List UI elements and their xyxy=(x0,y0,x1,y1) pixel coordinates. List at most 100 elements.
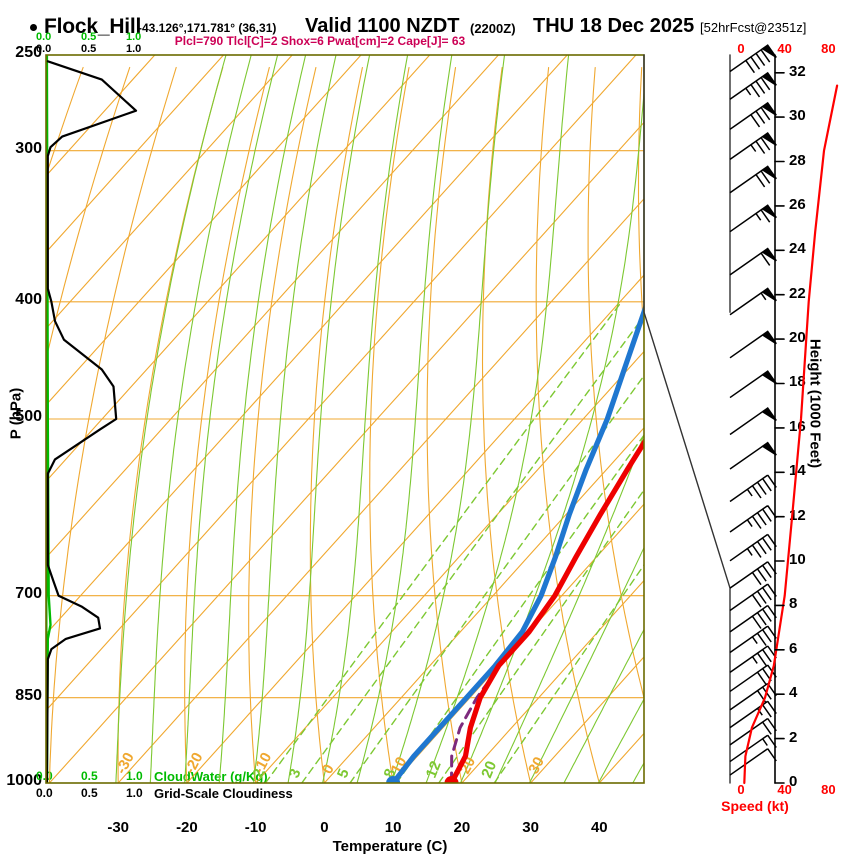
height-tick-30: 30 xyxy=(789,107,806,125)
isotherm xyxy=(46,55,568,635)
isotherm xyxy=(46,55,637,712)
temperature-tick-20: 20 xyxy=(453,819,471,836)
moist-adiabat xyxy=(597,698,644,783)
moist-adiabat xyxy=(563,628,644,783)
moist-adiabat xyxy=(528,546,644,783)
dry-adiabat xyxy=(828,68,850,784)
cloudiness-curve xyxy=(46,60,138,783)
temperature-tick-m30: -30 xyxy=(107,819,130,836)
height-tick-18: 18 xyxy=(789,373,806,391)
mixing-ratio-line xyxy=(301,314,644,783)
pressure-tick-850: 850 xyxy=(15,686,42,704)
cloudiness-tick-bottom-2: 1.0 xyxy=(126,786,143,800)
cloudiness-tick-top-0: 0.0 xyxy=(36,43,52,55)
speed-tick-top-40: 40 xyxy=(777,41,792,56)
wind-barb xyxy=(729,204,777,233)
dry-adiabat xyxy=(369,66,410,783)
height-tick-0: 0 xyxy=(789,773,798,790)
height-tick-22: 22 xyxy=(789,284,806,302)
moist-adiabat xyxy=(391,55,506,783)
isotherm xyxy=(46,55,362,406)
mixing-ratio-line xyxy=(438,488,644,783)
wind-barb xyxy=(729,561,777,589)
dry-adiabat xyxy=(184,66,270,783)
cloudwater-legend-label: CloudWater (g/Kg) xyxy=(154,769,268,784)
temperature-tick-10: 10 xyxy=(384,819,402,836)
temperature-axis-label: Temperature (C) xyxy=(332,838,448,855)
speed-tick-top-80: 80 xyxy=(821,41,836,56)
isotherm xyxy=(48,121,644,783)
cloudiness-tick-bottom-0: 0.0 xyxy=(36,786,53,800)
wind-barb xyxy=(729,748,777,776)
dry-adiabat xyxy=(48,66,177,783)
wind-barb xyxy=(729,682,777,711)
moist-adiabat xyxy=(632,761,644,783)
title-bar: Flock_Hill -43.126°,171.781° (36,31) Val… xyxy=(0,8,850,38)
mixing-ratio-label: 12 xyxy=(423,759,445,781)
temperature-tick-m10: -10 xyxy=(244,819,267,836)
wind-barb xyxy=(729,44,777,74)
pressure-tick-500: 500 xyxy=(15,408,42,425)
wind-barb xyxy=(729,247,777,276)
cloudiness-tick-top-2: 1.0 xyxy=(126,43,142,55)
surface-dewpoint-marker xyxy=(386,776,401,783)
cloudwater-tick-top-1: 0.5 xyxy=(81,31,97,43)
dry-adiabat xyxy=(587,66,644,701)
wind-barb xyxy=(729,370,777,399)
dry-adiabat xyxy=(117,66,224,783)
height-tick-4: 4 xyxy=(789,684,798,702)
dry-adiabat xyxy=(309,66,363,783)
wind-barb-group xyxy=(729,44,777,776)
cloudiness-tick-top-1: 0.5 xyxy=(81,43,97,55)
moist-adiabat xyxy=(460,87,644,783)
wind-barb xyxy=(729,165,777,194)
speed-tick-bottom-40: 40 xyxy=(777,782,792,797)
valid-time: Valid 1100 NZDT xyxy=(305,15,460,37)
mixing-ratio-line xyxy=(493,563,644,783)
sounding-parameters: Plcl=790 Tlcl[C]=2 Shox=6 Pwat[cm]=2 Cap… xyxy=(174,34,466,48)
wind-barb xyxy=(729,131,777,161)
isotherm xyxy=(255,350,644,783)
isotherm xyxy=(323,427,644,783)
pressure-tick-400: 400 xyxy=(15,290,42,308)
height-tick-32: 32 xyxy=(789,62,806,80)
pressure-tick-250: 250 xyxy=(15,44,42,61)
cloudwater-tick-bottom-0: 0.0 xyxy=(36,769,53,783)
height-tick-20: 20 xyxy=(789,329,806,347)
cloudiness-tick-bottom-1: 0.5 xyxy=(81,786,98,800)
temperature-tick-0: 0 xyxy=(320,819,329,836)
pressure-tick-300: 300 xyxy=(15,139,42,157)
speed-tick-bottom-0: 0 xyxy=(737,782,745,797)
isotherm xyxy=(737,55,850,783)
isotherm xyxy=(46,55,499,559)
dry-adiabat xyxy=(426,66,463,783)
wind-barb xyxy=(729,71,777,100)
wind-barb xyxy=(729,441,777,470)
height-tick-26: 26 xyxy=(789,195,806,213)
cloudwater-tick-bottom-1: 0.5 xyxy=(81,769,98,783)
dry-adiabat xyxy=(46,66,84,178)
cloudwater-tick-bottom-2: 1.0 xyxy=(126,769,143,783)
moist-adiabat xyxy=(218,55,307,783)
wind-barb xyxy=(729,533,777,562)
speed-curve xyxy=(743,84,839,785)
pressure-tick-1000: 1000 xyxy=(6,772,42,789)
wind-barb xyxy=(729,407,777,436)
moist-adiabat xyxy=(494,433,644,783)
isotherm xyxy=(46,55,431,483)
dry-adiabat xyxy=(248,66,317,783)
station-name: Flock_Hill xyxy=(44,15,142,38)
mixing-ratio-label: 20 xyxy=(478,759,500,781)
wind-barb xyxy=(729,604,777,633)
forecast-stamp: [52hrFcst@2351z] xyxy=(700,20,807,35)
isotherm xyxy=(461,579,644,783)
isotherm xyxy=(46,55,293,330)
isotherm xyxy=(186,274,644,783)
plot-frame xyxy=(45,54,645,784)
mixing-ratio-line xyxy=(264,301,623,783)
zulu-time: (2200Z) xyxy=(470,21,516,36)
pressure-tick-700: 700 xyxy=(15,584,42,602)
wind-barb xyxy=(729,287,777,316)
mixing-ratio-line xyxy=(349,374,644,783)
